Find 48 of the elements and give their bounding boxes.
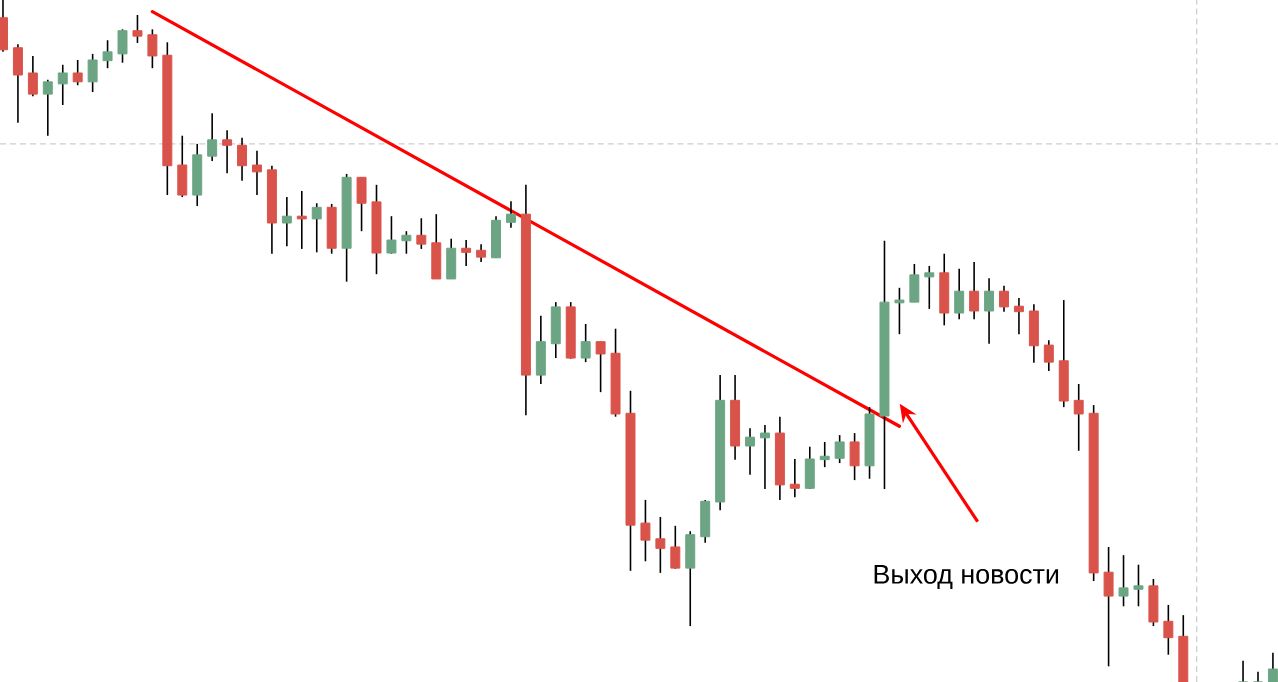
candlestick xyxy=(1103,546,1114,668)
candlestick xyxy=(670,525,681,570)
candlestick xyxy=(999,284,1009,313)
candlestick xyxy=(1133,563,1144,608)
candlestick xyxy=(849,432,860,481)
candlestick xyxy=(1238,660,1249,682)
candlestick xyxy=(117,28,128,64)
candlestick xyxy=(42,78,53,137)
candlestick xyxy=(640,499,651,563)
candlestick xyxy=(1163,604,1174,656)
candlestick xyxy=(580,323,591,363)
candlestick xyxy=(27,55,38,97)
candlestick xyxy=(207,112,218,162)
candlestick xyxy=(1073,383,1084,452)
candlestick xyxy=(894,287,905,335)
candlestick xyxy=(505,200,516,229)
candlestick xyxy=(57,63,68,106)
candlestick xyxy=(102,39,113,69)
candlestick xyxy=(281,196,292,247)
candlestick xyxy=(296,190,307,250)
candlestick xyxy=(237,136,248,182)
candlestick xyxy=(984,277,995,345)
candlestick xyxy=(595,340,606,393)
candlestick xyxy=(1267,651,1278,682)
candlestick xyxy=(147,28,158,69)
candlestick xyxy=(834,434,845,464)
candlestick xyxy=(222,129,233,175)
candlestick xyxy=(72,59,83,87)
candlestick xyxy=(759,424,770,490)
candlestick xyxy=(745,427,755,476)
annotation: Выход новости xyxy=(874,565,1059,589)
candlestick xyxy=(655,516,666,574)
candlestick xyxy=(819,441,830,468)
candlestick xyxy=(1043,339,1054,372)
candlestick xyxy=(401,230,412,255)
candlestick xyxy=(311,202,322,254)
candlestick xyxy=(87,53,98,93)
candlestick xyxy=(461,239,472,267)
candlestick xyxy=(789,458,800,498)
candlestick xyxy=(924,265,935,310)
candlestick xyxy=(386,215,397,255)
candlestick xyxy=(416,217,427,250)
candlestick xyxy=(132,14,143,44)
candlestick xyxy=(1118,554,1129,608)
candlestick xyxy=(251,149,262,196)
candlestick xyxy=(1013,297,1024,335)
candlestick xyxy=(969,261,980,320)
candlestick xyxy=(954,267,965,320)
